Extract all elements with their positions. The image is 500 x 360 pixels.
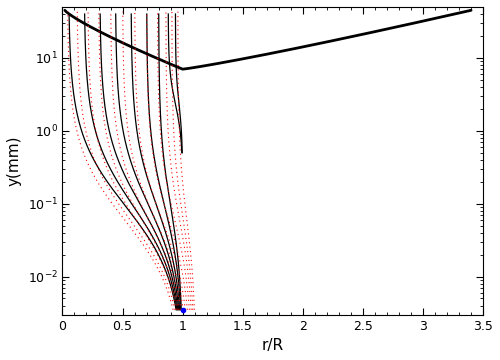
- X-axis label: r/R: r/R: [262, 338, 284, 353]
- Y-axis label: y(mm): y(mm): [7, 136, 22, 186]
